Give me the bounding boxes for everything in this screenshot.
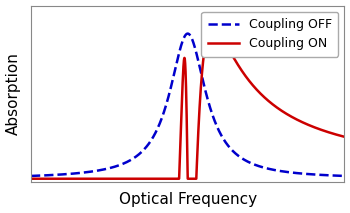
- Coupling ON: [29, 177, 33, 180]
- Coupling OFF: [317, 174, 321, 176]
- Coupling ON: [317, 128, 321, 130]
- Coupling ON: [178, 156, 182, 158]
- X-axis label: Optical Frequency: Optical Frequency: [119, 192, 257, 207]
- Line: Coupling ON: Coupling ON: [31, 27, 344, 179]
- Coupling ON: [161, 177, 165, 180]
- Coupling ON: [257, 91, 261, 93]
- Line: Coupling OFF: Coupling OFF: [31, 34, 344, 176]
- Coupling OFF: [342, 175, 346, 177]
- Coupling OFF: [29, 175, 33, 177]
- Coupling ON: [342, 135, 346, 138]
- Legend: Coupling OFF, Coupling ON: Coupling OFF, Coupling ON: [201, 12, 338, 57]
- Coupling ON: [333, 133, 337, 135]
- Coupling OFF: [161, 114, 165, 117]
- Coupling OFF: [178, 49, 182, 51]
- Y-axis label: Absorption: Absorption: [6, 52, 21, 135]
- Coupling OFF: [333, 174, 337, 177]
- Coupling ON: [163, 177, 167, 180]
- Coupling OFF: [186, 32, 190, 35]
- Coupling ON: [211, 26, 215, 28]
- Coupling OFF: [257, 165, 261, 167]
- Coupling OFF: [163, 107, 167, 109]
